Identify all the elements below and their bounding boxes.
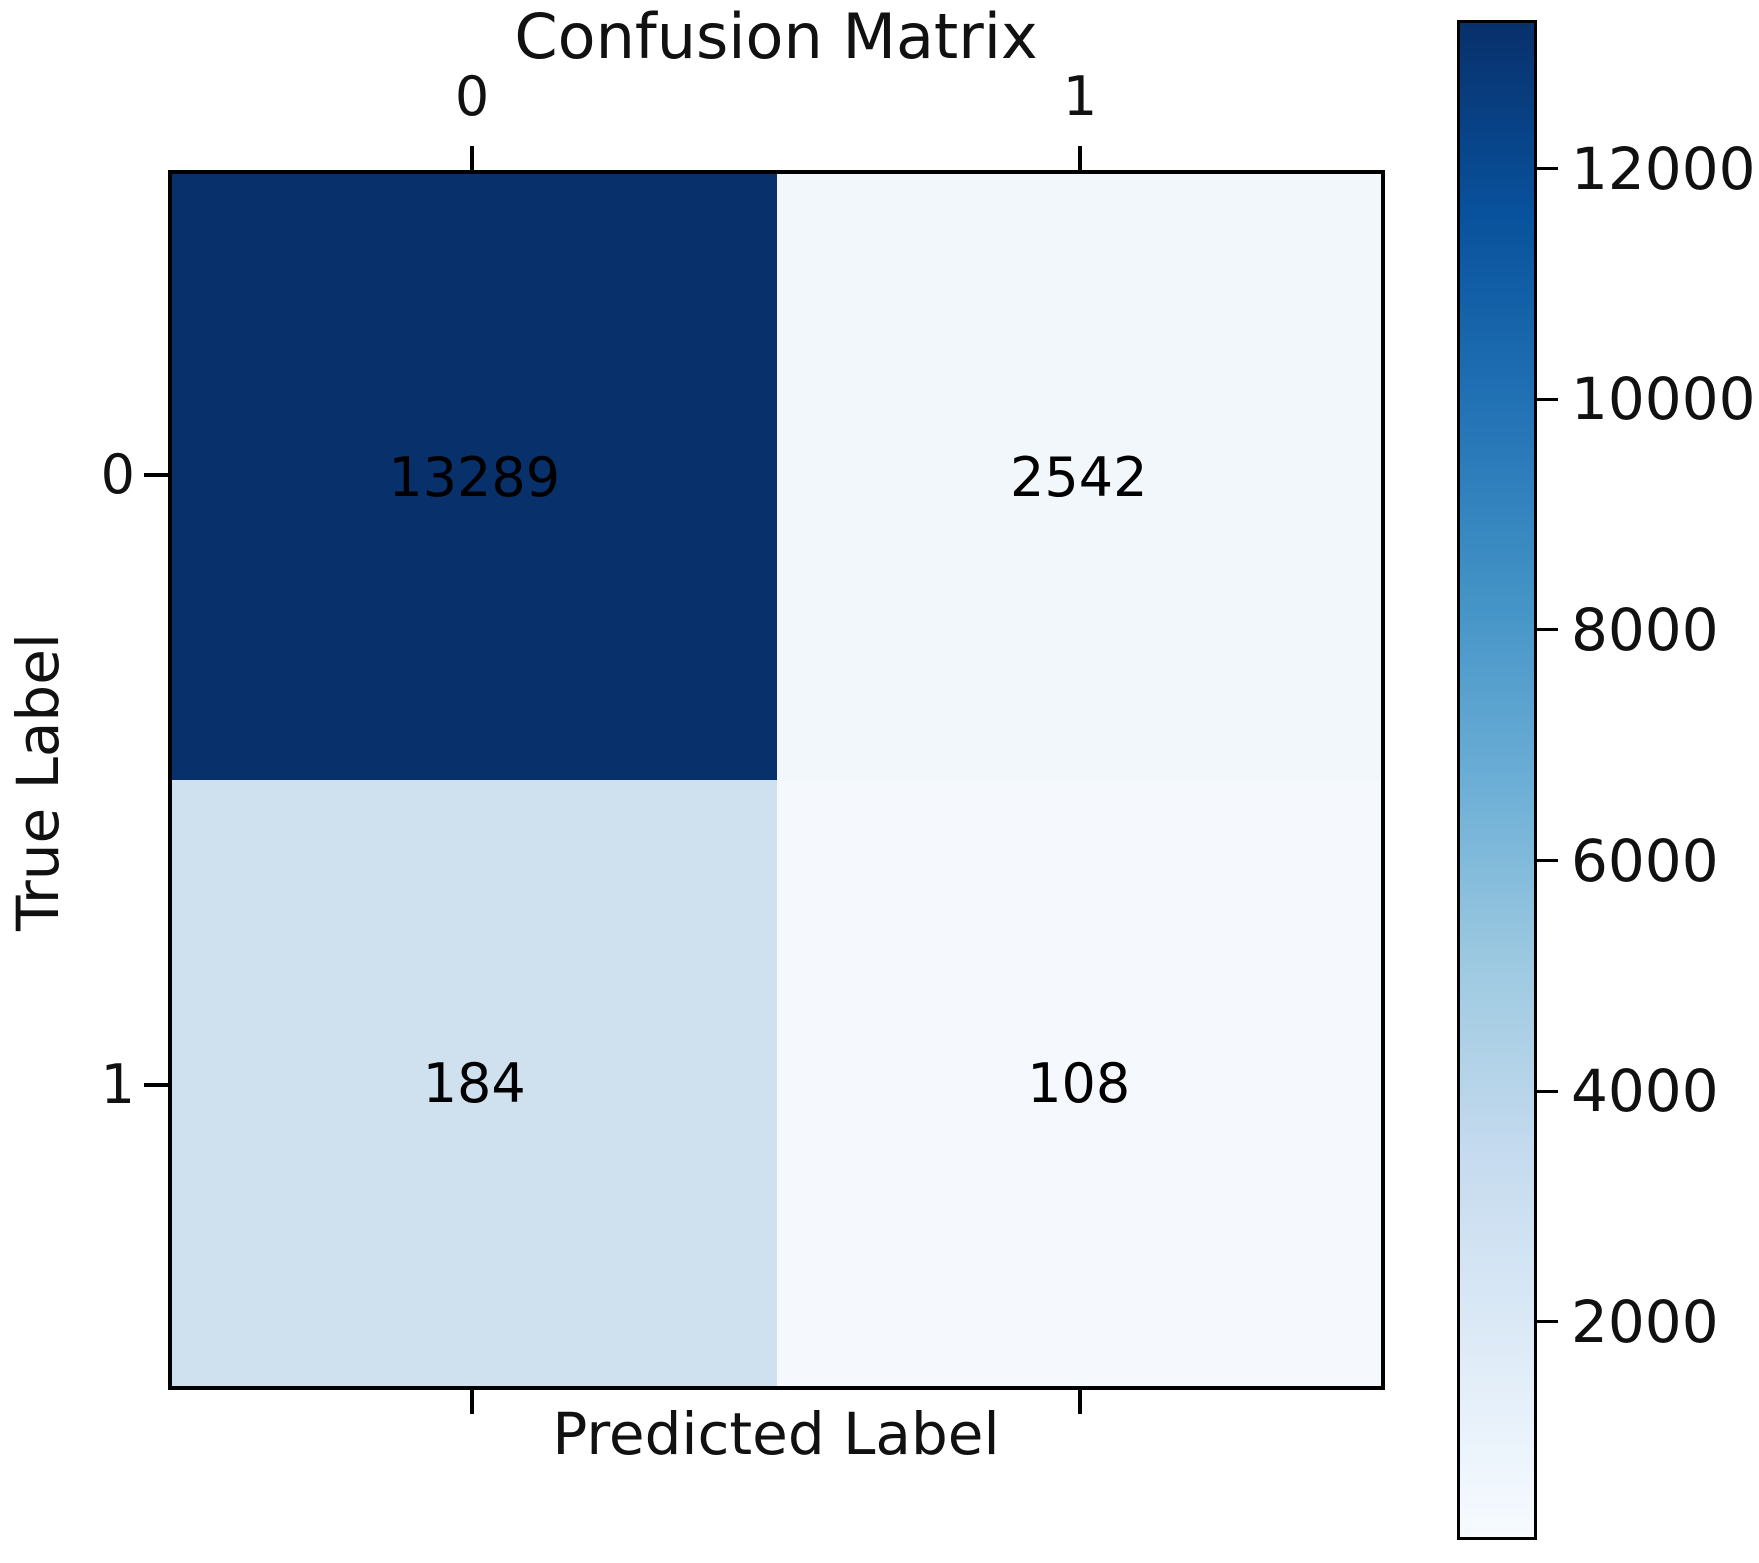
x-axis-label: Predicted Label bbox=[552, 1400, 1000, 1468]
cell-value-row0-col0: 13289 bbox=[388, 445, 561, 509]
chart-title: Confusion Matrix bbox=[514, 0, 1038, 73]
x-tick-label-0: 0 bbox=[454, 65, 490, 128]
x-tick-mark-bottom-1 bbox=[1078, 1390, 1082, 1414]
colorbar-tick-mark bbox=[1537, 859, 1558, 863]
colorbar-tick-label: 8000 bbox=[1571, 595, 1719, 664]
x-tick-label-1: 1 bbox=[1062, 65, 1098, 128]
plot-area: 13289 2542 184 108 bbox=[168, 170, 1385, 1390]
colorbar-tick-label: 2000 bbox=[1571, 1287, 1719, 1356]
colorbar-tick-label: 10000 bbox=[1571, 365, 1756, 434]
colorbar-tick-mark bbox=[1537, 397, 1558, 401]
colorbar-tick-label: 12000 bbox=[1571, 134, 1756, 203]
x-tick-mark-top-0 bbox=[470, 146, 474, 170]
y-tick-label-1: 1 bbox=[100, 1053, 135, 1116]
matrix-cell-row1-col0: 184 bbox=[172, 780, 777, 1386]
y-tick-mark-0 bbox=[144, 473, 168, 477]
cell-value-row1-col1: 108 bbox=[1027, 1051, 1131, 1115]
colorbar-tick-mark bbox=[1537, 1089, 1558, 1093]
colorbar-tick-mark bbox=[1537, 167, 1558, 171]
colorbar-tick-label: 6000 bbox=[1571, 826, 1719, 895]
matrix-cell-row0-col1: 2542 bbox=[776, 174, 1381, 780]
matrix-cell-row1-col1: 108 bbox=[776, 780, 1381, 1386]
y-tick-mark-1 bbox=[144, 1083, 168, 1087]
colorbar-tick-mark bbox=[1537, 1320, 1558, 1324]
cell-value-row1-col0: 184 bbox=[422, 1051, 526, 1115]
x-tick-mark-bottom-0 bbox=[470, 1390, 474, 1414]
x-tick-mark-top-1 bbox=[1078, 146, 1082, 170]
colorbar-tick-label: 4000 bbox=[1571, 1057, 1719, 1126]
colorbar-tick-mark bbox=[1537, 628, 1558, 632]
cell-value-row0-col1: 2542 bbox=[1010, 445, 1148, 509]
y-tick-label-0: 0 bbox=[100, 443, 135, 506]
matrix-cell-row0-col0: 13289 bbox=[172, 174, 777, 780]
y-axis-label: True Label bbox=[4, 632, 72, 932]
colorbar bbox=[1457, 20, 1537, 1540]
